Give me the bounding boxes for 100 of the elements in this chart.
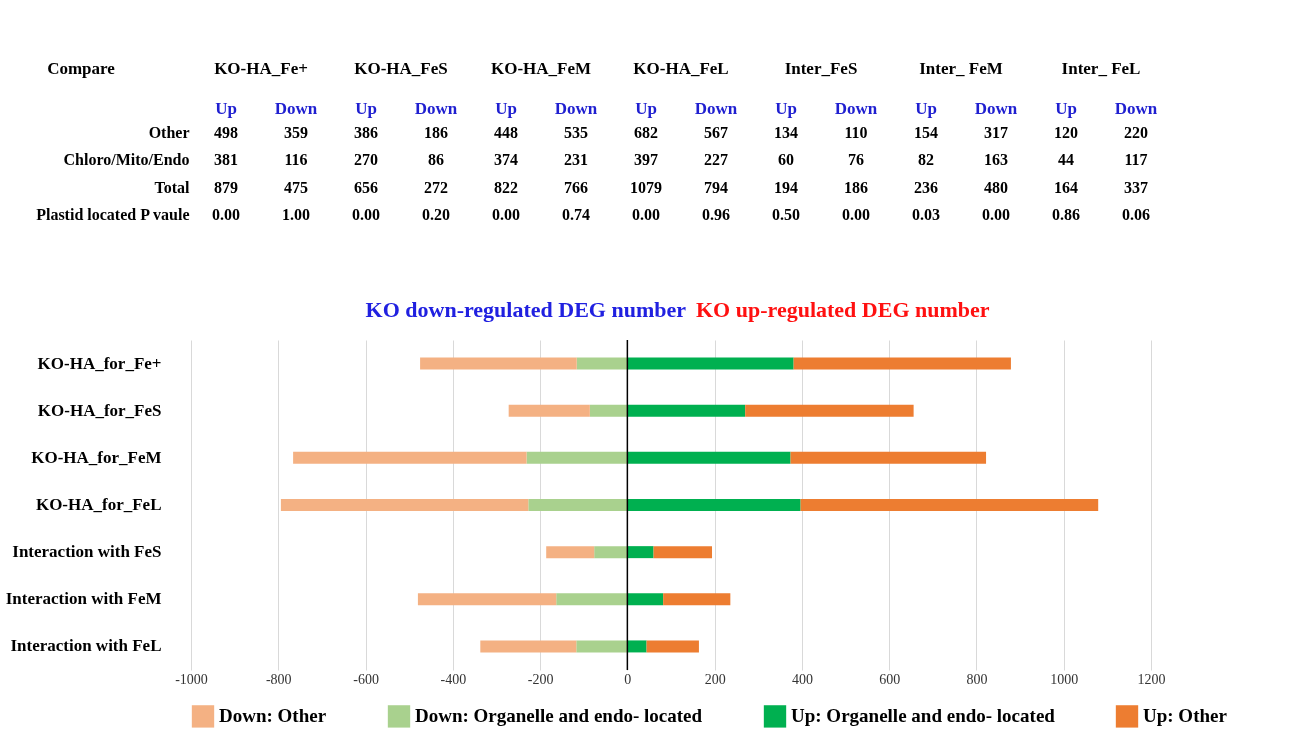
text: Compare (47, 59, 116, 78)
legend-label: Down: Organelle and endo- located (415, 705, 703, 727)
category-label: Up (215, 98, 237, 118)
bar (526, 451, 628, 464)
text: 86 (428, 151, 444, 169)
text: 0.20 (422, 206, 450, 224)
text: Inter_ FeL (1061, 59, 1141, 78)
text: 186 (844, 178, 868, 196)
text: 60 (778, 151, 794, 169)
text: 381 (214, 151, 238, 169)
category-label: Up (1055, 98, 1077, 118)
x-tick-label: 800 (966, 671, 988, 687)
x-tick-label: 200 (704, 671, 726, 687)
category-label: Total (154, 178, 190, 196)
bar (576, 357, 628, 370)
text: 0.96 (702, 206, 730, 224)
bar (627, 640, 647, 653)
text: 766 (564, 178, 588, 196)
text: Inter_FeS (784, 59, 858, 78)
category-label: Down (274, 98, 318, 118)
text: KO-HA_FeS (354, 59, 448, 78)
text: KO-HA_FeL (633, 59, 729, 78)
bar (589, 404, 628, 417)
x-tick-label: 0 (624, 671, 632, 687)
bar (594, 546, 628, 559)
bar (417, 593, 557, 606)
category-label: Up (775, 98, 797, 118)
category-label: Down (554, 98, 598, 118)
text: 1.00 (282, 206, 310, 224)
bar (280, 499, 529, 511)
legend-label: Up: Organelle and endo- located (791, 705, 1056, 727)
category-label: Up (915, 98, 937, 118)
text: 0.00 (492, 206, 520, 224)
y-tick-label: Interaction with FeS (12, 542, 162, 562)
text: 317 (984, 123, 1008, 141)
text: 794 (704, 178, 728, 196)
x-tick-label: -800 (265, 671, 292, 687)
text: 0.00 (842, 206, 870, 224)
text: 535 (564, 123, 588, 141)
text: 76 (848, 151, 864, 169)
category-label: Up (495, 98, 517, 118)
text: 220 (1124, 123, 1148, 141)
bar (627, 546, 654, 559)
x-tick-label: 1200 (1137, 671, 1166, 687)
category-label: Chloro/Mito/Endo (63, 151, 190, 169)
text: 117 (1124, 151, 1148, 169)
text: 134 (774, 123, 798, 141)
bar (663, 593, 731, 606)
text: 110 (844, 123, 868, 141)
x-tick-label: -400 (440, 671, 467, 687)
text: 480 (984, 178, 1008, 196)
legend-label: Up: Other (1143, 705, 1228, 727)
y-tick-label: KO-HA_for_FeM (31, 447, 162, 467)
text: 227 (704, 151, 728, 169)
text: 1079 (630, 178, 662, 196)
text: 82 (918, 151, 934, 169)
text: 0.74 (562, 206, 590, 224)
y-tick-label: KO-HA_for_FeL (35, 495, 162, 514)
category-label: Down (694, 98, 738, 118)
legend-label: Down: Other (219, 705, 327, 727)
text: 879 (214, 178, 238, 196)
text: 163 (984, 151, 1008, 169)
text: 231 (564, 151, 588, 169)
text: 270 (354, 151, 378, 169)
bar (793, 357, 1011, 370)
text: 236 (914, 178, 938, 196)
text: 374 (494, 151, 518, 169)
text: 0.00 (982, 206, 1010, 224)
bar (627, 357, 794, 370)
bar (627, 404, 746, 417)
x-tick-label: 400 (791, 671, 813, 687)
text: 164 (1054, 178, 1078, 196)
text: 475 (284, 178, 308, 196)
x-tick-label: -1000 (175, 671, 208, 687)
bar (653, 546, 713, 559)
text: 0.03 (912, 206, 940, 224)
text: 822 (494, 178, 518, 196)
bar (480, 640, 577, 653)
bar (420, 357, 577, 370)
bar (745, 404, 914, 417)
y-tick-label: Interaction with FeL (10, 636, 162, 656)
bar (508, 404, 590, 417)
category-label: Down (1114, 98, 1158, 118)
text: 154 (914, 123, 938, 141)
text: 656 (354, 178, 378, 196)
text: 567 (704, 123, 728, 141)
y-tick-label: Interaction with FeM (5, 589, 162, 609)
text: 44 (1058, 151, 1074, 169)
bar (627, 593, 664, 606)
category-label: Up (635, 98, 657, 118)
category-label: Down (834, 98, 878, 118)
text: 0.00 (632, 206, 660, 224)
bar (646, 640, 699, 653)
text: 337 (1124, 178, 1148, 196)
y-tick-label: KO-HA_for_FeS (37, 400, 162, 420)
bar (576, 640, 628, 653)
text: 0.50 (772, 206, 800, 224)
bar (627, 451, 791, 464)
category-label: Up (355, 98, 377, 118)
category-label: Other (148, 123, 190, 141)
